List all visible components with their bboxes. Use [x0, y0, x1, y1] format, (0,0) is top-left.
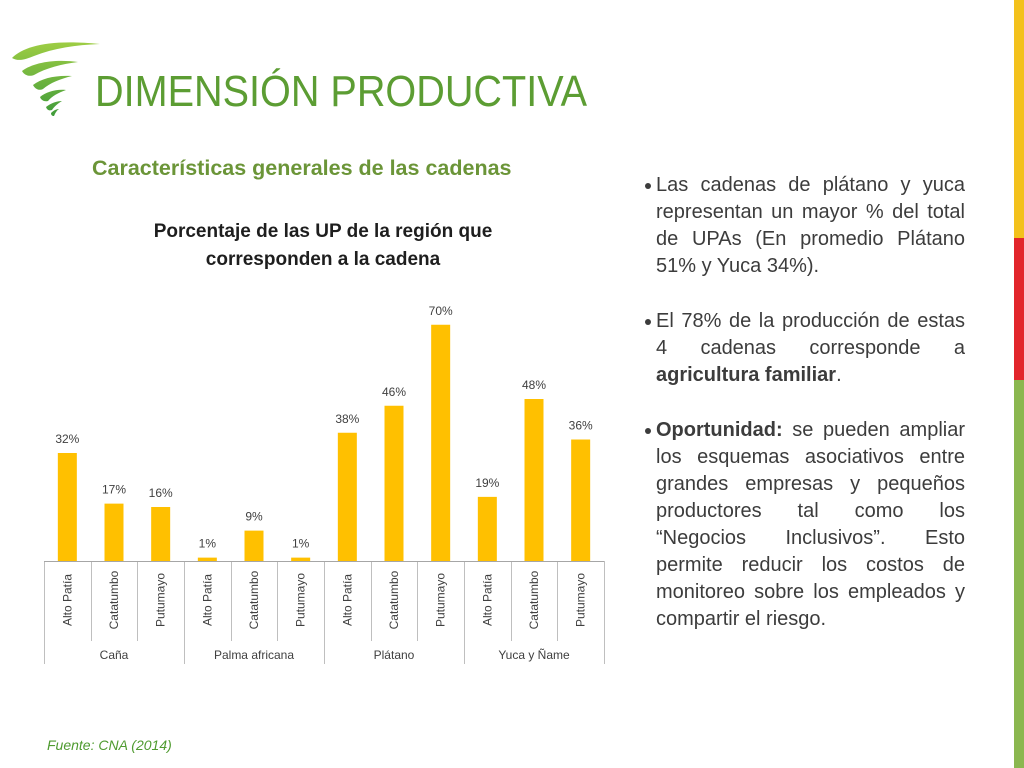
bullet-text: Las cadenas de plátano y yuca representa…	[656, 174, 965, 277]
category-label: Alto Patía	[340, 574, 354, 626]
bar	[104, 503, 124, 561]
bullet-item: Oportunidad: se pueden ampliar los esque…	[645, 417, 965, 633]
bar	[197, 557, 217, 561]
group-label: Caña	[100, 648, 129, 662]
edge-stripe-yellow	[1014, 0, 1024, 238]
bar	[524, 399, 544, 561]
group-label: Yuca y Ñame	[498, 648, 570, 662]
bar	[384, 405, 404, 561]
group-label: Plátano	[374, 648, 415, 662]
bullet-list: Las cadenas de plátano y yuca representa…	[645, 172, 965, 661]
category-label: Putumayo	[154, 573, 168, 627]
bar	[291, 557, 311, 561]
bullet-text: se pueden ampliar los esquemas asociativ…	[656, 419, 965, 630]
category-label: Alto Patía	[200, 574, 214, 626]
bar	[57, 453, 77, 561]
category-label: Alto Patía	[60, 574, 74, 626]
data-label: 16%	[149, 486, 173, 500]
bar	[431, 324, 451, 561]
bar	[151, 507, 171, 561]
bar-chart: 32% Alto Patía 17% Catatumbo 16% Putumayo 1% Al…	[44, 304, 605, 664]
category-label: Catatumbo	[527, 570, 541, 629]
data-label: 9%	[245, 510, 263, 524]
data-label: 46%	[382, 385, 406, 399]
category-label: Catatumbo	[107, 570, 121, 629]
logo-band	[22, 60, 78, 76]
bullet-icon	[645, 183, 651, 189]
data-label: 48%	[522, 378, 546, 392]
data-label: 1%	[199, 537, 217, 551]
bar	[244, 530, 264, 561]
bullet-item: Las cadenas de plátano y yuca representa…	[645, 172, 965, 280]
bullet-icon	[645, 319, 651, 325]
logo-band	[12, 42, 100, 60]
edge-stripe-green	[1014, 380, 1024, 768]
slide-title: DIMENSIÓN PRODUCTIVA	[95, 67, 588, 116]
category-label: Alto Patía	[480, 574, 494, 626]
slide-subtitle: Características generales de las cadenas	[92, 156, 512, 180]
bullet-text: El 78% de la producción de estas 4 caden…	[656, 310, 965, 359]
bullet-text-end: .	[836, 364, 842, 386]
bullet-icon	[645, 428, 651, 434]
category-label: Putumayo	[574, 573, 588, 627]
bullet-emphasis: agricultura familiar	[656, 364, 837, 386]
edge-stripe-red	[1014, 238, 1024, 380]
category-label: Catatumbo	[387, 570, 401, 629]
category-label: Catatumbo	[247, 570, 261, 629]
chart-title: Porcentaje de las UP de la región que co…	[153, 221, 493, 270]
data-label: 19%	[475, 476, 499, 490]
bar	[477, 496, 497, 561]
data-label: 17%	[102, 483, 126, 497]
green-swirl-logo-icon	[12, 42, 100, 116]
logo-band	[33, 75, 72, 90]
bullet-item: El 78% de la producción de estas 4 caden…	[645, 308, 965, 389]
data-label: 38%	[335, 412, 359, 426]
logo-band	[40, 89, 66, 102]
bar	[337, 432, 357, 561]
data-label: 70%	[429, 304, 453, 318]
data-label: 36%	[569, 419, 593, 433]
data-label: 1%	[292, 537, 310, 551]
category-label: Putumayo	[434, 573, 448, 627]
bullet-lead: Oportunidad:	[656, 419, 783, 441]
logo-tip	[51, 109, 59, 116]
bar	[571, 439, 591, 561]
group-label: Palma africana	[214, 648, 294, 662]
source-note: Fuente: CNA (2014)	[47, 737, 172, 753]
category-label: Putumayo	[294, 573, 308, 627]
logo-band	[46, 101, 62, 111]
data-label: 32%	[55, 432, 79, 446]
